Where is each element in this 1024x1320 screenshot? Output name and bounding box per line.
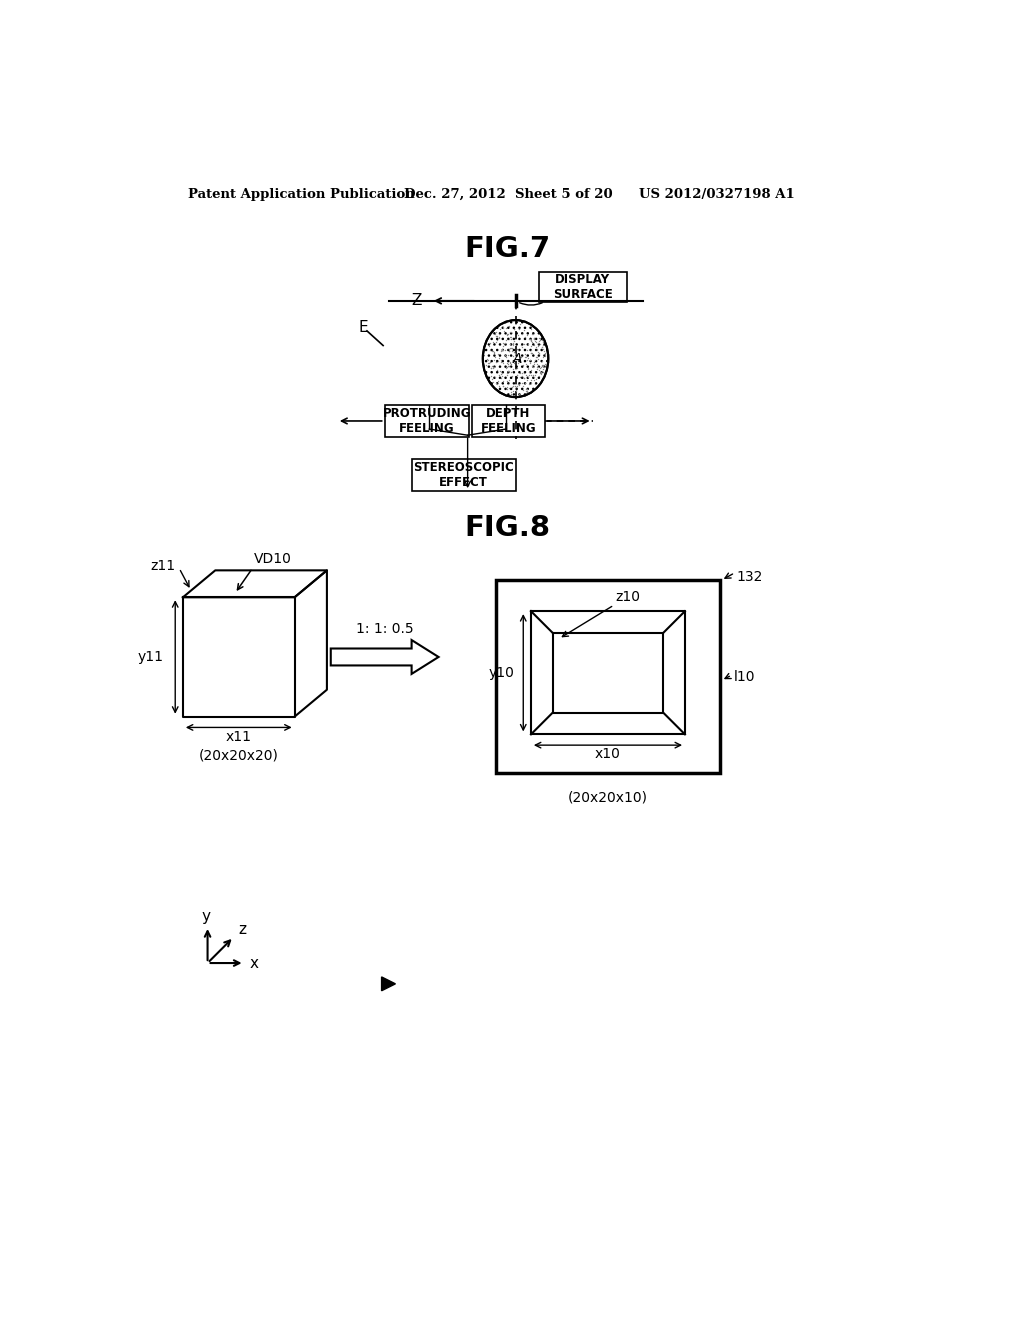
Text: FIG.8: FIG.8 bbox=[465, 513, 551, 543]
Text: y11: y11 bbox=[137, 649, 164, 664]
Bar bbox=[385, 405, 469, 437]
Text: STEREOSCOPIC
EFFECT: STEREOSCOPIC EFFECT bbox=[414, 461, 514, 488]
Text: E: E bbox=[358, 321, 368, 335]
Text: x: x bbox=[250, 956, 259, 970]
Text: FIG.7: FIG.7 bbox=[465, 235, 551, 263]
Text: PROTRUDING
FEELING: PROTRUDING FEELING bbox=[383, 407, 471, 436]
Bar bbox=[412, 459, 515, 491]
Text: US 2012/0327198 A1: US 2012/0327198 A1 bbox=[639, 187, 795, 201]
Text: VD10: VD10 bbox=[254, 552, 292, 566]
Polygon shape bbox=[331, 640, 438, 675]
Text: Patent Application Publication: Patent Application Publication bbox=[188, 187, 415, 201]
Text: z10: z10 bbox=[615, 590, 641, 605]
Text: l10: l10 bbox=[733, 669, 755, 684]
Text: (20x20x10): (20x20x10) bbox=[568, 791, 648, 804]
Text: A: A bbox=[513, 351, 522, 366]
Text: 132: 132 bbox=[736, 569, 763, 583]
Bar bbox=[497, 581, 720, 774]
Bar bbox=[472, 405, 545, 437]
Text: (20x20x20): (20x20x20) bbox=[199, 748, 279, 762]
Text: Z: Z bbox=[412, 293, 422, 309]
Text: y10: y10 bbox=[488, 665, 514, 680]
Text: DEPTH
FEELING: DEPTH FEELING bbox=[480, 407, 536, 436]
Text: x11: x11 bbox=[225, 730, 252, 743]
Text: y: y bbox=[202, 908, 211, 924]
Text: x10: x10 bbox=[595, 747, 621, 762]
Text: DISPLAY
SURFACE: DISPLAY SURFACE bbox=[553, 273, 612, 301]
Text: z11: z11 bbox=[151, 560, 175, 573]
Bar bbox=[539, 272, 628, 302]
Text: Dec. 27, 2012  Sheet 5 of 20: Dec. 27, 2012 Sheet 5 of 20 bbox=[403, 187, 612, 201]
Polygon shape bbox=[382, 977, 395, 991]
Text: z: z bbox=[239, 921, 246, 937]
Text: 1: 1: 0.5: 1: 1: 0.5 bbox=[356, 622, 414, 636]
